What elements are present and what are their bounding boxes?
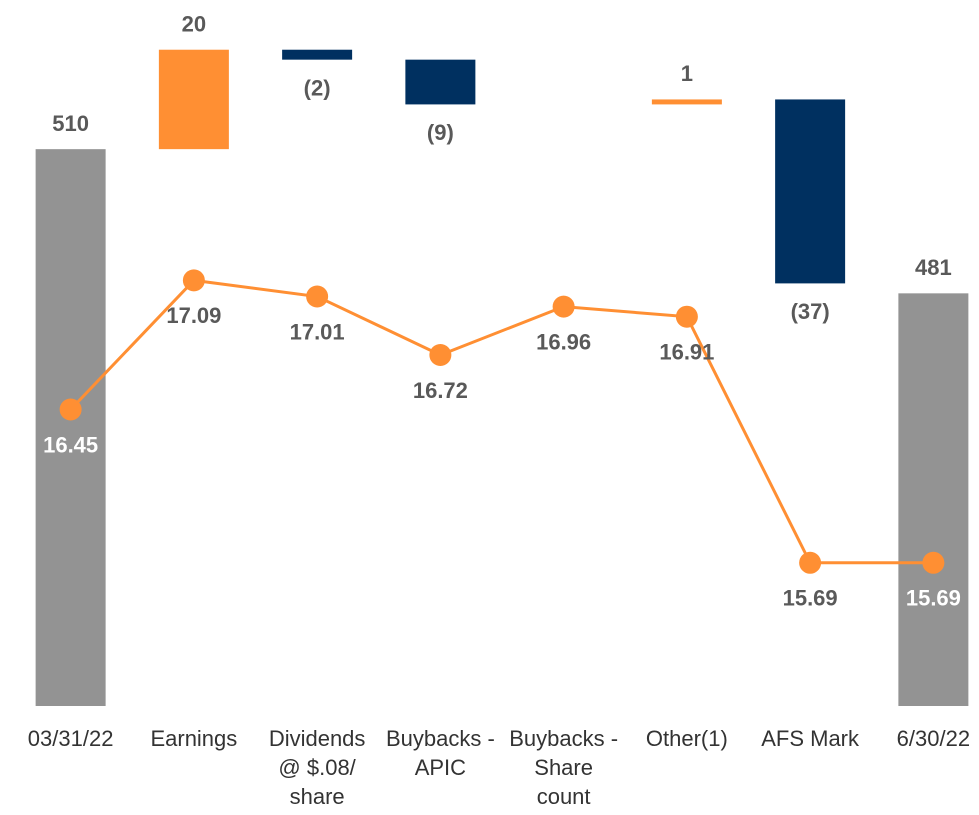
data-label: 481 (915, 255, 952, 280)
x-tick-label: Buybacks - APIC (385, 726, 495, 780)
data-label: 20 (182, 12, 206, 37)
data-label: (37) (791, 299, 830, 324)
data-label: 17.09 (166, 303, 221, 328)
line-marker (922, 551, 945, 574)
bar (775, 99, 846, 284)
x-tick-label: AFS Mark (761, 726, 860, 751)
data-label: 17.01 (290, 319, 345, 344)
line-marker (429, 344, 452, 367)
bar (651, 99, 722, 105)
data-label: 1 (681, 61, 693, 86)
x-tick-label: Dividends @ $.08/ share (268, 726, 366, 809)
data-label: 15.69 (783, 586, 838, 611)
bar (158, 49, 229, 150)
bar (35, 149, 106, 707)
x-tick-label: Other(1) (645, 726, 728, 751)
line-marker (59, 398, 82, 421)
data-label: (2) (304, 75, 331, 100)
bar (282, 49, 353, 60)
data-label: 16.72 (413, 378, 468, 403)
line-marker (182, 269, 205, 292)
line-marker (306, 285, 329, 308)
bar (405, 59, 476, 105)
data-label: 15.69 (906, 586, 961, 611)
x-tick-label: Buybacks - Share count (509, 726, 619, 809)
line-marker (799, 551, 822, 574)
data-label: 16.91 (659, 340, 714, 365)
line-marker (675, 305, 698, 328)
x-tick-label: 03/31/22 (27, 726, 114, 751)
line-marker (552, 295, 575, 318)
x-tick-label: Earnings (150, 726, 238, 751)
data-label: 510 (52, 111, 89, 136)
data-label: (9) (427, 120, 454, 145)
x-tick-label: 6/30/22 (896, 726, 971, 751)
data-label: 16.45 (43, 432, 98, 457)
line (69, 278, 934, 565)
bar (898, 293, 969, 706)
data-label: 16.96 (536, 329, 591, 354)
